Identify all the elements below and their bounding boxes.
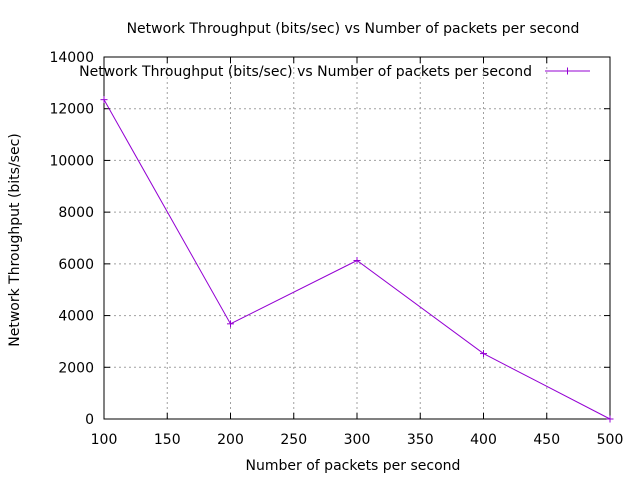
y-tick-label: 6000: [58, 257, 94, 273]
y-axis-label: Network Throughput (bits/sec): [7, 133, 23, 346]
axes: 100 150 200 250 300 350 400 450 500 0 2000 4000 6000…: [49, 50, 623, 448]
x-tick-label: 100: [91, 432, 118, 448]
x-tick-label: 150: [154, 432, 181, 448]
y-tick-label: 4000: [58, 309, 94, 325]
legend: Network Throughput (bits/sec) vs Number …: [79, 64, 590, 80]
legend-marker: [564, 67, 571, 75]
y-tick-label: 10000: [49, 153, 94, 169]
data-point-marker: [100, 96, 108, 104]
x-tick-label: 350: [407, 432, 434, 448]
series-layer: [100, 96, 614, 423]
chart-title: Network Throughput (bits/sec) vs Number …: [127, 21, 580, 37]
x-tick-label: 200: [217, 432, 244, 448]
x-tick-label: 450: [533, 432, 560, 448]
y-tick-label: 8000: [58, 205, 94, 221]
data-point-marker: [353, 256, 361, 264]
y-tick-label: 0: [85, 412, 94, 428]
x-axis-label: Number of packets per second: [246, 458, 461, 474]
grid: [104, 57, 610, 419]
y-tick-label: 14000: [49, 50, 94, 66]
y-tick-label: 12000: [49, 102, 94, 118]
y-tick-label: 2000: [58, 360, 94, 376]
data-point-marker: [227, 320, 234, 328]
x-tick-label: 400: [470, 432, 497, 448]
x-tick-label: 250: [280, 432, 307, 448]
data-point-marker: [606, 415, 614, 423]
x-tick-label: 500: [597, 432, 624, 448]
data-point-marker: [480, 350, 487, 358]
x-tick-label: 300: [344, 432, 371, 448]
legend-label: Network Throughput (bits/sec) vs Number …: [79, 64, 532, 80]
